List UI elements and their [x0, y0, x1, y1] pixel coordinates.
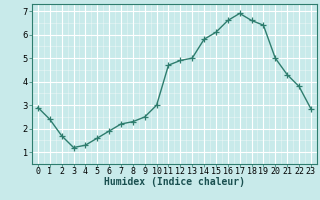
- X-axis label: Humidex (Indice chaleur): Humidex (Indice chaleur): [104, 177, 245, 187]
